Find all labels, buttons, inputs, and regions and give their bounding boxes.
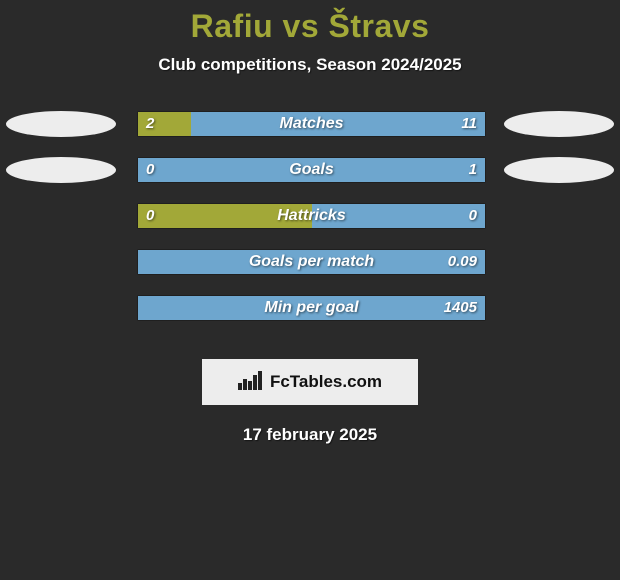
stat-bar: 0.09Goals per match <box>137 249 486 275</box>
bar-chart-icon <box>238 370 264 395</box>
stat-bar-right <box>191 112 485 136</box>
stat-row: 211Matches <box>10 111 610 157</box>
subtitle: Club competitions, Season 2024/2025 <box>0 55 620 75</box>
stat-bar: 00Hattricks <box>137 203 486 229</box>
stat-bar-right <box>138 296 485 320</box>
date-text: 17 february 2025 <box>0 425 620 445</box>
player-right-badge <box>504 111 614 137</box>
stat-row: 1405Min per goal <box>10 295 610 341</box>
player-right-badge <box>504 157 614 183</box>
stat-bar-right <box>138 158 485 182</box>
player-left-badge <box>6 157 116 183</box>
stat-bar-right <box>312 204 486 228</box>
stat-bar: 211Matches <box>137 111 486 137</box>
stat-bar-left <box>138 112 191 136</box>
logo-text: FcTables.com <box>270 372 382 392</box>
player-left-badge <box>6 111 116 137</box>
comparison-card: Rafiu vs Štravs Club competitions, Seaso… <box>0 0 620 580</box>
stat-row: 01Goals <box>10 157 610 203</box>
stat-bar-right <box>138 250 485 274</box>
page-title: Rafiu vs Štravs <box>0 0 620 45</box>
stat-row: 0.09Goals per match <box>10 249 610 295</box>
stats-list: 211Matches 01Goals 00Hattricks 0.09Goals pe… <box>0 111 620 341</box>
stat-bar: 1405Min per goal <box>137 295 486 321</box>
stat-bar-left <box>138 204 312 228</box>
stat-row: 00Hattricks <box>10 203 610 249</box>
site-logo[interactable]: FcTables.com <box>202 359 418 405</box>
stat-bar: 01Goals <box>137 157 486 183</box>
